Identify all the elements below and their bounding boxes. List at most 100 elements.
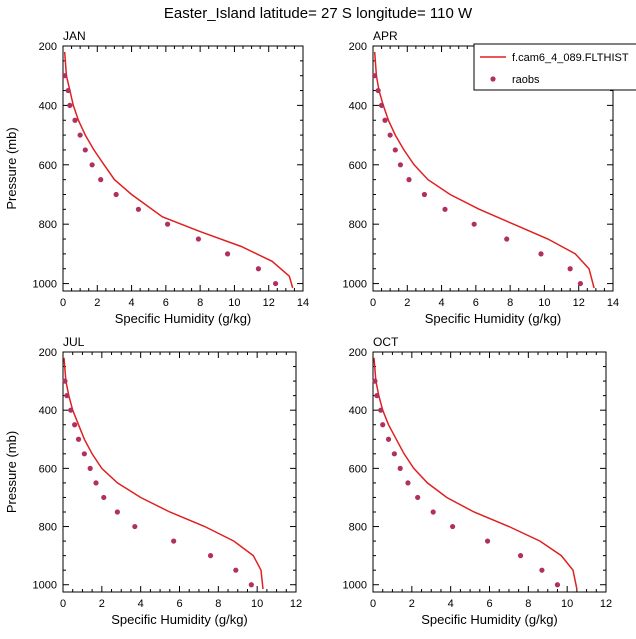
- raobs-point: [517, 553, 524, 559]
- y-tick-label: 800: [349, 219, 367, 231]
- x-axis-label: Specific Humidity (g/kg): [421, 612, 558, 627]
- x-tick-label: 2: [404, 297, 410, 309]
- x-tick-label: 2: [94, 297, 100, 309]
- y-tick-label: 400: [39, 100, 57, 112]
- plot-frame: [62, 45, 304, 292]
- x-tick-label: 14: [607, 297, 619, 309]
- raobs-point: [392, 147, 398, 153]
- y-tick-label: 1000: [33, 580, 57, 592]
- y-tick-label: 600: [349, 160, 367, 172]
- raobs-point: [372, 73, 378, 79]
- raobs-point: [421, 191, 428, 198]
- raobs-point: [554, 582, 561, 588]
- raobs-point: [135, 206, 142, 212]
- model-profile-line: [373, 357, 578, 590]
- x-tick-label: 4: [129, 297, 135, 309]
- panel-apr: APR 0 2 4 6 8 10 12 14 200 400 600 800 1000 Specific H…: [343, 29, 620, 326]
- raobs-point: [378, 407, 384, 413]
- y-axis-label: Pressure (mb): [4, 127, 19, 209]
- raobs-point: [62, 73, 68, 79]
- panel-jan: JAN 0 2 4 6 8 10 12 14 200 400 600 800 1000 Specific H…: [4, 29, 309, 326]
- raobs-point: [375, 87, 381, 94]
- raobs-point: [382, 117, 388, 123]
- raobs-point: [65, 87, 71, 94]
- x-tick-label: 0: [370, 297, 376, 309]
- y-axis-label: Pressure (mb): [4, 431, 19, 513]
- raobs-point: [385, 436, 392, 442]
- y-tick-label: 400: [349, 100, 367, 112]
- raobs-point: [98, 177, 104, 183]
- raobs-point: [195, 236, 202, 242]
- plot-frame: [62, 351, 297, 593]
- legend-model-label: f.cam6_4_089.FLTHIST: [512, 52, 629, 64]
- x-tick-label: 0: [60, 297, 66, 309]
- panel-oct: OCT 0 2 4 6 8 10 12 200 400 600 800 1000 Specific Hum…: [343, 335, 613, 627]
- y-tick-label: 600: [349, 463, 367, 475]
- x-tick-label: 12: [573, 297, 585, 309]
- raobs-point: [75, 436, 82, 442]
- x-axis-label: Specific Humidity (g/kg): [115, 311, 252, 326]
- raobs-point: [567, 266, 573, 272]
- raobs-point: [539, 567, 545, 573]
- figure-title: Easter_Island latitude= 27 S longitude= …: [164, 5, 473, 22]
- legend-marker-swatch: [490, 76, 496, 82]
- raobs-point: [380, 422, 386, 428]
- y-tick-label: 200: [39, 347, 57, 359]
- y-tick-label: 600: [39, 463, 57, 475]
- raobs-point: [233, 567, 239, 573]
- x-tick-label: 10: [561, 598, 573, 610]
- x-tick-label: 2: [409, 598, 415, 610]
- x-tick-label: 6: [163, 297, 169, 309]
- raobs-point: [93, 480, 99, 486]
- raobs-point: [207, 553, 214, 559]
- panel-title: APR: [373, 29, 398, 43]
- x-tick-label: 8: [215, 598, 221, 610]
- raobs-point: [64, 393, 70, 399]
- raobs-point: [406, 177, 412, 183]
- y-tick-label: 1000: [343, 580, 367, 592]
- x-axis-label: Specific Humidity (g/kg): [425, 311, 562, 326]
- y-tick-label: 200: [349, 347, 367, 359]
- panel-jul: JUL 0 2 4 6 8 10 12 200 400 600 800 1000 Specific Hum…: [4, 335, 302, 627]
- raobs-point: [397, 465, 403, 471]
- raobs-point: [397, 162, 404, 168]
- raobs-point: [77, 132, 83, 138]
- y-tick-label: 1000: [343, 279, 367, 291]
- raobs-point: [113, 191, 119, 198]
- x-tick-label: 14: [297, 297, 309, 309]
- x-tick-label: 0: [370, 598, 376, 610]
- legend-box: [473, 43, 636, 91]
- x-tick-label: 4: [138, 598, 144, 610]
- raobs-point: [391, 451, 397, 457]
- raobs-point: [72, 117, 78, 123]
- x-tick-label: 10: [228, 297, 240, 309]
- plot-frame: [372, 351, 607, 593]
- raobs-point: [378, 102, 385, 108]
- raobs-point: [248, 582, 254, 588]
- raobs-point: [101, 494, 107, 501]
- x-tick-label: 12: [290, 598, 302, 610]
- raobs-point: [430, 509, 436, 515]
- y-tick-label: 600: [39, 160, 57, 172]
- legend-obs-label: raobs: [512, 74, 540, 86]
- x-tick-label: 0: [60, 598, 66, 610]
- raobs-point: [504, 236, 510, 242]
- raobs-point: [132, 523, 138, 530]
- x-tick-label: 12: [263, 297, 275, 309]
- y-tick-label: 200: [349, 41, 367, 53]
- panel-title: JAN: [63, 29, 86, 43]
- raobs-point: [82, 147, 88, 153]
- model-profile-line: [373, 51, 595, 289]
- x-tick-label: 2: [99, 598, 105, 610]
- raobs-point: [442, 206, 448, 212]
- x-tick-label: 8: [525, 598, 531, 610]
- x-tick-label: 8: [197, 297, 203, 309]
- model-profile-line: [63, 51, 294, 289]
- x-tick-label: 4: [448, 598, 454, 610]
- x-tick-label: 8: [507, 297, 513, 309]
- raobs-point: [374, 393, 380, 399]
- raobs-point: [72, 422, 78, 428]
- x-tick-label: 10: [538, 297, 550, 309]
- y-tick-label: 800: [39, 219, 57, 231]
